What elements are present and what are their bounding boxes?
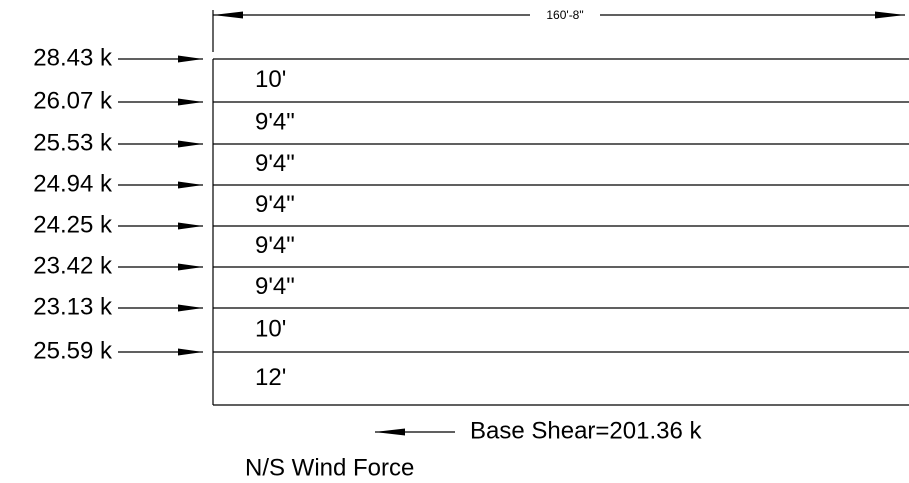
- force-arrowhead: [178, 181, 203, 189]
- story-height: 12': [255, 364, 286, 391]
- floor-force: 23.42 k: [33, 252, 113, 279]
- diagram-title: N/S Wind Force: [245, 454, 414, 481]
- story-height: 9'4": [255, 191, 295, 218]
- dimension-label: 160'-8": [546, 8, 583, 22]
- force-arrowhead: [178, 55, 203, 63]
- force-arrowhead: [178, 98, 203, 106]
- floor-force: 26.07 k: [33, 87, 113, 114]
- dimension-arrow: [875, 11, 905, 19]
- floor-force: 28.43 k: [33, 44, 113, 71]
- story-height: 9'4": [255, 273, 295, 300]
- floor-force: 23.13 k: [33, 293, 113, 320]
- force-arrowhead: [178, 304, 203, 312]
- base-shear-label: Base Shear=201.36 k: [470, 417, 703, 444]
- story-height: 9'4": [255, 108, 295, 135]
- force-arrowhead: [178, 348, 203, 356]
- story-height: 9'4": [255, 232, 295, 259]
- floor-force: 24.94 k: [33, 170, 113, 197]
- floor-force: 24.25 k: [33, 211, 113, 238]
- dimension-label-bg: [530, 6, 600, 24]
- story-height: 10': [255, 315, 286, 342]
- force-arrowhead: [178, 222, 203, 230]
- dimension-arrow: [213, 11, 243, 19]
- force-arrowhead: [178, 140, 203, 148]
- story-height: 10': [255, 66, 286, 93]
- force-arrowhead: [178, 263, 203, 271]
- floor-force: 25.59 k: [33, 337, 113, 364]
- story-height: 9'4": [255, 150, 295, 177]
- base-shear-arrowhead: [375, 428, 405, 436]
- floor-force: 25.53 k: [33, 129, 113, 156]
